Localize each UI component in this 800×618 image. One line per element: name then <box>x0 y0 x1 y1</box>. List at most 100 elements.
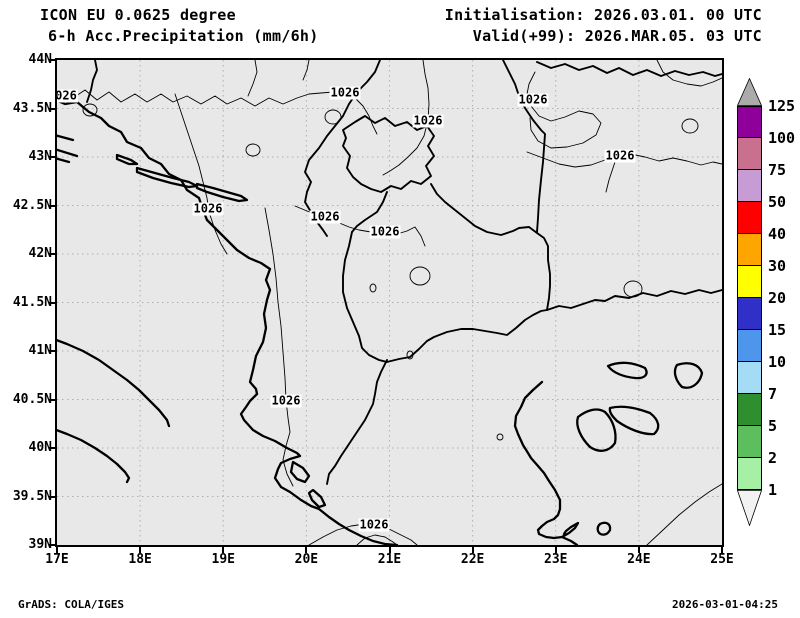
valid-time-line: Valid(+99): 2026.MAR.05. 03 UTC <box>472 27 762 45</box>
lon-tick <box>721 547 723 553</box>
colorbar-under-arrow <box>737 490 762 526</box>
peninsula <box>606 361 648 380</box>
lon-tick <box>56 547 58 553</box>
lon-tick <box>139 547 142 553</box>
contour-label: 1026 <box>192 201 224 216</box>
colorbar-segment <box>737 394 762 426</box>
coastlines-and-borders <box>57 60 722 545</box>
colorbar-segment <box>737 170 762 202</box>
contour-label: 1026 <box>329 85 361 100</box>
lon-tick <box>388 547 391 553</box>
lon-axis-label: 18E <box>128 552 152 567</box>
lon-tick <box>471 547 474 553</box>
lat-tick <box>49 59 55 61</box>
lat-tick <box>49 447 55 449</box>
island <box>57 134 75 142</box>
contour-label: 1026 <box>517 92 549 107</box>
border-serbia-east <box>502 60 546 233</box>
map-svg <box>57 60 722 545</box>
lat-tick <box>49 350 55 352</box>
colorbar-level-label: 100 <box>768 129 796 147</box>
title-model-line: ICON EU 0.0625 degree <box>40 6 236 24</box>
border-danube <box>536 61 722 77</box>
colorbar-level-label: 10 <box>768 353 787 371</box>
border-albania-greece <box>326 359 388 485</box>
lon-axis-label: 20E <box>294 552 319 567</box>
montenegro-coast <box>205 218 272 396</box>
colorbar-level-label: 15 <box>768 321 787 339</box>
border-kosovo <box>342 115 435 193</box>
contour-label: 1026 <box>309 209 341 224</box>
lat-axis-label: 42.5N <box>12 197 52 213</box>
border-link <box>351 191 388 233</box>
colorbar-level-label: 20 <box>768 289 787 307</box>
colorbar-level-label: 7 <box>768 385 778 403</box>
colorbar-segment <box>737 202 762 234</box>
lat-axis-label: 39N <box>28 537 52 552</box>
colorbar-segment <box>737 362 762 394</box>
lon-axis-label: 17E <box>45 552 69 567</box>
border-east <box>546 289 722 311</box>
lat-axis-label: 41.5N <box>12 294 52 310</box>
colorbar-segment <box>737 330 762 362</box>
lat-axis-label: 43.5N <box>12 100 52 116</box>
lat-tick <box>49 204 55 207</box>
map-plot-area: 026 1026 1026 1026 1026 1026 1026 1026 1026 1026 <box>55 58 724 547</box>
colorbar: 125 100 75 50 40 30 20 15 10 7 5 2 1 <box>737 78 795 526</box>
colorbar-level-label: 125 <box>768 97 796 115</box>
lat-tick <box>49 107 55 110</box>
island <box>596 521 612 536</box>
colorbar-level-label: 5 <box>768 417 778 435</box>
italy-coast <box>57 429 131 484</box>
colorbar-over-arrow <box>737 78 762 106</box>
contour-label: 1026 <box>604 148 636 163</box>
contour-label: 1026 <box>270 393 302 408</box>
lat-axis-label: 39.5N <box>12 488 52 504</box>
lon-axis-label: 23E <box>544 552 568 567</box>
colorbar-level-label: 2 <box>768 449 778 467</box>
lon-axis-label: 22E <box>460 552 485 567</box>
lat-axis-label: 43N <box>28 149 52 164</box>
peninsula <box>576 408 617 452</box>
lat-tick <box>49 495 55 498</box>
colorbar-level-label: 75 <box>768 161 787 179</box>
lat-axis-label: 40N <box>28 440 52 455</box>
plot-timestamp: 2026-03-01-04:25 <box>672 598 778 611</box>
title-field-line: 6-h Acc.Precipitation (mm/6h) <box>48 27 319 45</box>
border-macedonia <box>342 183 551 363</box>
init-time-line: Initialisation: 2026.03.01. 00 UTC <box>444 6 762 24</box>
lon-tick <box>222 547 225 553</box>
colorbar-segment <box>737 298 762 330</box>
grads-credit: GrADS: COLA/IGES <box>18 598 124 611</box>
lat-tick <box>49 253 55 255</box>
lon-tick <box>305 547 308 553</box>
lat-axis-label: 44N <box>28 52 52 67</box>
lat-tick <box>49 398 55 401</box>
lat-axis-label: 41N <box>28 343 52 358</box>
contour-label: 1026 <box>412 113 444 128</box>
lat-tick <box>49 156 55 158</box>
contour-label: 026 <box>55 88 78 103</box>
colorbar-level-label: 50 <box>768 193 787 211</box>
lat-axis-label: 40.5N <box>12 391 52 407</box>
border-north <box>86 60 98 103</box>
lon-axis-label: 21E <box>377 552 402 567</box>
albania-coast <box>239 392 399 545</box>
colorbar-segment <box>737 106 762 138</box>
colorbar-segment <box>737 266 762 298</box>
colorbar-level-label: 30 <box>768 257 787 275</box>
island <box>57 148 79 158</box>
lon-axis-label: 19E <box>211 552 235 567</box>
colorbar-segment <box>737 234 762 266</box>
lat-axis-label: 42N <box>28 246 52 261</box>
lagoon <box>289 460 311 484</box>
colorbar-segments <box>737 106 762 490</box>
lon-axis-label: 24E <box>627 552 651 567</box>
contour-label: 1026 <box>358 517 390 532</box>
island <box>195 182 249 203</box>
lon-axis-label: 25E <box>710 552 734 567</box>
island <box>57 157 71 164</box>
greece-coast <box>560 535 579 545</box>
lagoon <box>307 488 327 509</box>
